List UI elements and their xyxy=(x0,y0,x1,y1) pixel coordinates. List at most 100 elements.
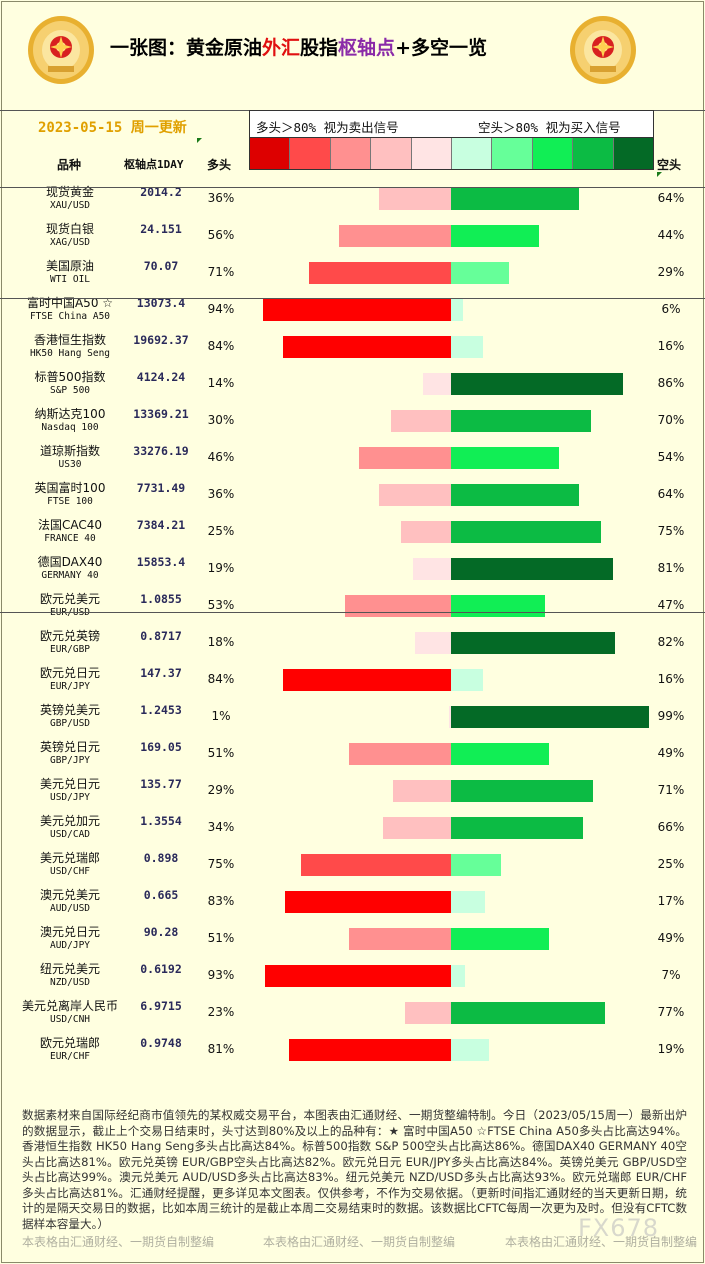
instrument-name: 纳斯达克100 Nasdaq 100 xyxy=(0,407,140,435)
color-swatch xyxy=(290,138,331,169)
pivot-value: 7384.21 xyxy=(136,518,186,532)
instrument-name-en: HK50 Hang Seng xyxy=(29,348,111,359)
table-row: 美元兑离岸人民币 USD/CNH 6.9715 23% 77% xyxy=(0,995,705,1031)
instrument-name-cn: 英镑兑日元 xyxy=(39,740,100,754)
color-swatch xyxy=(613,138,654,169)
table-row: 现货黄金 XAU/USD 2014.2 36% 64% xyxy=(0,181,705,217)
table-row: 欧元兑瑞郎 EUR/CHF 0.9748 81% 19% xyxy=(0,1032,705,1068)
instrument-name: 英镑兑美元 GBP/USD xyxy=(0,703,140,731)
instrument-name-cn: 现货黄金 xyxy=(45,185,94,199)
long-percent: 53% xyxy=(207,598,235,612)
pivot-value: 135.77 xyxy=(140,777,182,791)
short-bar xyxy=(451,928,549,950)
instrument-name-cn: 现货白银 xyxy=(45,222,94,236)
short-percent: 19% xyxy=(657,1042,685,1056)
instrument-name-en: GERMANY 40 xyxy=(41,570,99,581)
color-scale xyxy=(249,137,654,170)
short-bar xyxy=(451,706,649,728)
short-percent: 17% xyxy=(657,894,685,908)
pivot-value: 90.28 xyxy=(143,925,179,939)
instrument-name-cn: 澳元兑美元 xyxy=(39,888,100,902)
instrument-name-en: GBP/USD xyxy=(49,718,91,729)
pivot-value: 1.3554 xyxy=(140,814,182,828)
short-bar xyxy=(451,595,545,617)
instrument-name: 美元兑日元 USD/JPY xyxy=(0,777,140,805)
instrument-name-en: S&P 500 xyxy=(49,385,91,396)
short-bar xyxy=(451,373,623,395)
table-row: 法国CAC40 FRANCE 40 7384.21 25% 75% xyxy=(0,514,705,550)
instrument-name-cn: 英镑兑美元 xyxy=(39,703,100,717)
instrument-name-en: EUR/USD xyxy=(0,606,140,620)
long-bar xyxy=(285,891,451,913)
instrument-name: 澳元兑日元 AUD/JPY xyxy=(0,925,140,953)
instrument-name-cn: 美国原油 xyxy=(45,259,94,273)
pivot-value: 15853.4 xyxy=(136,555,186,569)
short-percent: 44% xyxy=(657,228,685,242)
pivot-value: 0.6192 xyxy=(140,962,182,976)
pivot-value: 0.8717 xyxy=(140,629,182,643)
instrument-name: 道琼斯指数 US30 xyxy=(0,444,140,472)
long-percent: 46% xyxy=(207,450,235,464)
table-row: 纽元兑美元 NZD/USD 0.6192 93% 7% xyxy=(0,958,705,994)
legend-short-signal: 空头＞80% 视为买入信号 xyxy=(478,120,621,135)
table-row: 澳元兑美元 AUD/USD 0.665 83% 17% xyxy=(0,884,705,920)
long-percent: 36% xyxy=(207,487,235,501)
instrument-name-en: NZD/USD xyxy=(49,977,91,988)
instrument-name-en: USD/CAD xyxy=(49,829,91,840)
instrument-name: 法国CAC40 FRANCE 40 xyxy=(0,518,140,546)
pivot-value: 7731.49 xyxy=(136,481,186,495)
instrument-name-cn: 美元兑加元 xyxy=(39,814,100,828)
instrument-name: 美元兑离岸人民币 USD/CNH xyxy=(0,999,140,1027)
short-percent: 47% xyxy=(657,598,685,612)
instrument-name: 标普500指数 S&P 500 xyxy=(0,370,140,398)
instrument-name-en: AUD/JPY xyxy=(49,940,91,951)
instrument-name-en: Nasdaq 100 xyxy=(41,422,99,433)
long-bar xyxy=(301,854,451,876)
pivot-value: 0.9748 xyxy=(140,1036,182,1050)
watermark: FX678 xyxy=(578,1214,660,1242)
table-row: 欧元兑英镑 EUR/GBP 0.8717 18% 82% xyxy=(0,625,705,661)
instrument-name-en: GBP/JPY xyxy=(49,755,91,766)
instrument-name-en: FTSE China A50 xyxy=(29,311,111,322)
short-percent: 6% xyxy=(661,302,681,316)
long-percent: 75% xyxy=(207,857,235,871)
long-percent: 30% xyxy=(207,413,235,427)
instrument-name-en: FRANCE 40 xyxy=(44,533,96,544)
short-percent: 86% xyxy=(657,376,685,390)
long-bar xyxy=(263,299,451,321)
long-bar xyxy=(405,1002,451,1024)
short-percent: 16% xyxy=(657,672,685,686)
instrument-name-en: USD/CHF xyxy=(49,866,91,877)
instrument-name-cn: 美元兑离岸人民币 xyxy=(21,999,118,1013)
short-percent: 82% xyxy=(657,635,685,649)
instrument-name-cn: 美元兑瑞郎 xyxy=(39,851,100,865)
legend-long-signal: 多头＞80% 视为卖出信号 xyxy=(256,120,399,135)
short-bar xyxy=(451,817,583,839)
short-percent: 70% xyxy=(657,413,685,427)
table-row: 英国富时100 FTSE 100 7731.49 36% 64% xyxy=(0,477,705,513)
instrument-name-cn: 纳斯达克100 xyxy=(34,407,106,421)
long-percent: 23% xyxy=(207,1005,235,1019)
footer-note: 数据素材来自国际经纪商市值领先的某权威交易平台，本图表由汇通财经、一期货整编特制… xyxy=(22,1108,687,1231)
short-percent: 16% xyxy=(657,339,685,353)
long-bar xyxy=(289,1039,451,1061)
instrument-name-cn: 标普500指数 xyxy=(34,370,106,384)
long-percent: 93% xyxy=(207,968,235,982)
pivot-value: 70.07 xyxy=(143,259,179,273)
instrument-name-cn: 道琼斯指数 xyxy=(39,444,100,458)
instrument-name: 英国富时100 FTSE 100 xyxy=(0,481,140,509)
color-swatch xyxy=(371,138,412,169)
short-percent: 64% xyxy=(657,191,685,205)
short-bar xyxy=(451,780,593,802)
pivot-value: 13073.4 xyxy=(136,296,186,310)
short-bar xyxy=(451,410,591,432)
instrument-name: 现货黄金 XAU/USD xyxy=(0,185,140,213)
short-percent: 75% xyxy=(657,524,685,538)
long-bar xyxy=(283,669,451,691)
short-bar xyxy=(451,558,613,580)
table-row: 欧元兑日元 EUR/JPY 147.37 84% 16% xyxy=(0,662,705,698)
long-bar xyxy=(309,262,451,284)
short-percent: 29% xyxy=(657,265,685,279)
table-row: 富时中国A50 ☆ FTSE China A50 13073.4 94% 6% xyxy=(0,292,705,328)
